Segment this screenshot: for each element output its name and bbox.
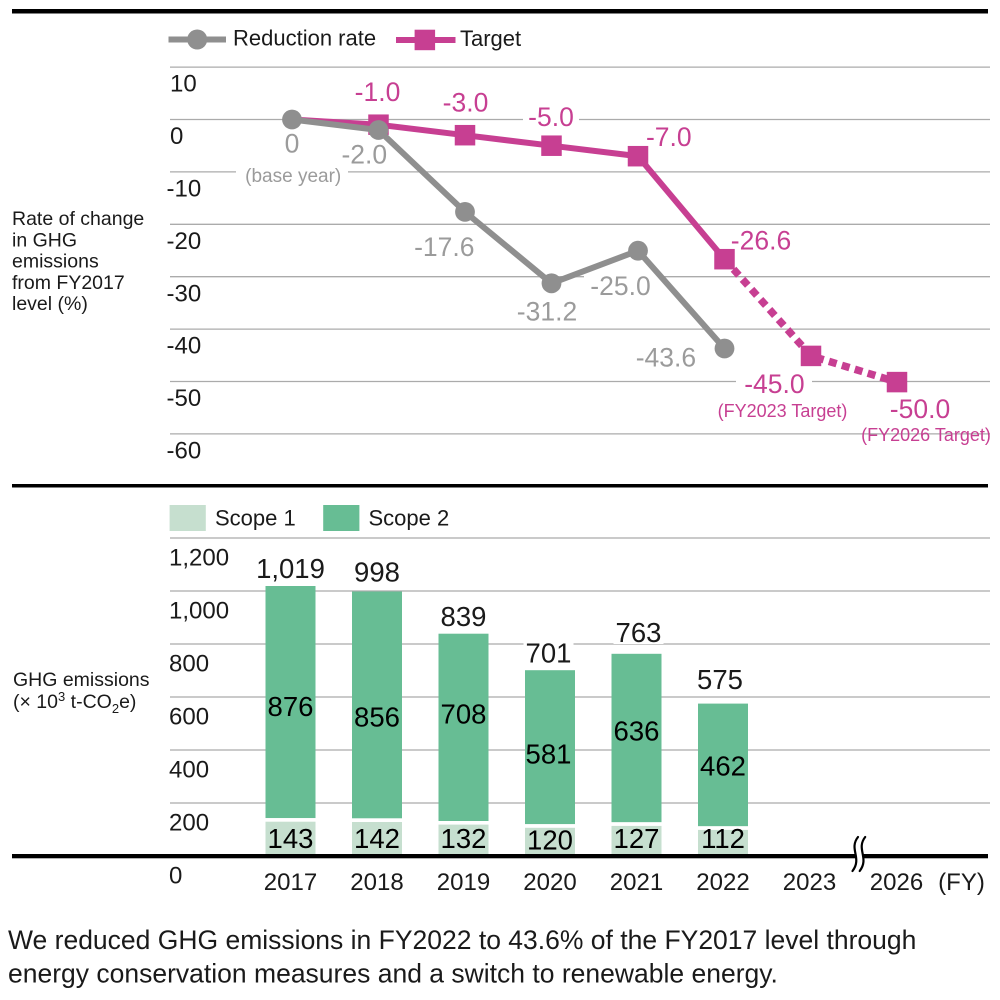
svg-text:(FY2026 Target): (FY2026 Target)	[861, 425, 991, 445]
svg-text:2017: 2017	[264, 869, 317, 896]
svg-text:856: 856	[354, 702, 400, 733]
svg-text:-10: -10	[167, 176, 202, 203]
svg-text:(FY2023 Target): (FY2023 Target)	[718, 401, 848, 421]
svg-text:-2.0: -2.0	[341, 140, 387, 170]
svg-text:600: 600	[169, 704, 209, 731]
svg-text:2019: 2019	[437, 869, 490, 896]
svg-text:-25.0: -25.0	[590, 271, 650, 301]
svg-text:-60: -60	[167, 438, 202, 465]
svg-text:0: 0	[285, 129, 300, 159]
svg-text:701: 701	[526, 638, 572, 669]
svg-text:636: 636	[614, 715, 660, 746]
svg-text:-5.0: -5.0	[528, 102, 574, 132]
svg-text:-30: -30	[167, 280, 202, 307]
svg-text:10: 10	[170, 71, 197, 98]
svg-text:0: 0	[170, 123, 183, 150]
svg-text:We reduced GHG emissions in FY: We reduced GHG emissions in FY2022 to 43…	[8, 925, 916, 955]
svg-text:0: 0	[169, 863, 182, 890]
svg-text:emissions: emissions	[12, 251, 99, 273]
svg-text:998: 998	[354, 557, 400, 588]
svg-text:2022: 2022	[696, 869, 749, 896]
svg-text:200: 200	[169, 810, 209, 837]
svg-text:1,019: 1,019	[256, 553, 325, 584]
svg-text:2026: 2026	[870, 869, 923, 896]
svg-text:708: 708	[441, 698, 487, 729]
svg-text:level (%): level (%)	[12, 293, 88, 315]
svg-text:-50.0: -50.0	[890, 394, 950, 424]
svg-text:839: 839	[441, 601, 487, 632]
svg-text:2023: 2023	[783, 869, 836, 896]
svg-text:in GHG: in GHG	[12, 229, 77, 251]
svg-text:(base year): (base year)	[245, 166, 341, 187]
svg-text:Reduction rate: Reduction rate	[233, 26, 376, 51]
svg-text:from FY2017: from FY2017	[12, 272, 125, 294]
svg-text:-40: -40	[167, 333, 202, 360]
svg-text:Scope 2: Scope 2	[369, 506, 450, 531]
svg-text:-20: -20	[167, 228, 202, 255]
svg-text:763: 763	[616, 617, 662, 648]
svg-text:142: 142	[354, 823, 400, 854]
svg-text:-31.2: -31.2	[517, 297, 577, 327]
svg-text:800: 800	[169, 651, 209, 678]
svg-text:1,200: 1,200	[169, 545, 229, 572]
svg-text:-26.6: -26.6	[731, 226, 791, 256]
svg-text:energy conservation measures a: energy conservation measures and a switc…	[8, 959, 778, 989]
svg-text:575: 575	[697, 664, 743, 695]
svg-text:-43.6: -43.6	[636, 342, 696, 372]
svg-text:400: 400	[169, 757, 209, 784]
svg-text:132: 132	[441, 823, 487, 854]
svg-text:Scope 1: Scope 1	[215, 506, 296, 531]
svg-text:2021: 2021	[610, 869, 663, 896]
svg-text:876: 876	[268, 691, 314, 722]
svg-text:(FY): (FY)	[938, 869, 985, 896]
svg-text:Rate of change: Rate of change	[12, 208, 144, 230]
svg-text:GHG emissions: GHG emissions	[13, 669, 150, 691]
svg-text:-3.0: -3.0	[443, 88, 489, 118]
svg-text:462: 462	[700, 751, 746, 782]
svg-text:143: 143	[268, 823, 314, 854]
svg-text:2018: 2018	[350, 869, 403, 896]
svg-text:-45.0: -45.0	[744, 369, 804, 399]
svg-text:1,000: 1,000	[169, 598, 229, 625]
svg-text:Target: Target	[460, 26, 521, 51]
svg-text:112: 112	[701, 823, 745, 854]
svg-text:-1.0: -1.0	[355, 77, 401, 107]
svg-text:-50: -50	[167, 385, 202, 412]
svg-text:120: 120	[527, 825, 573, 856]
svg-text:-17.6: -17.6	[414, 232, 474, 262]
svg-text:581: 581	[526, 739, 572, 770]
svg-text:127: 127	[614, 823, 660, 854]
svg-text:-7.0: -7.0	[646, 122, 692, 152]
svg-text:2020: 2020	[523, 869, 576, 896]
